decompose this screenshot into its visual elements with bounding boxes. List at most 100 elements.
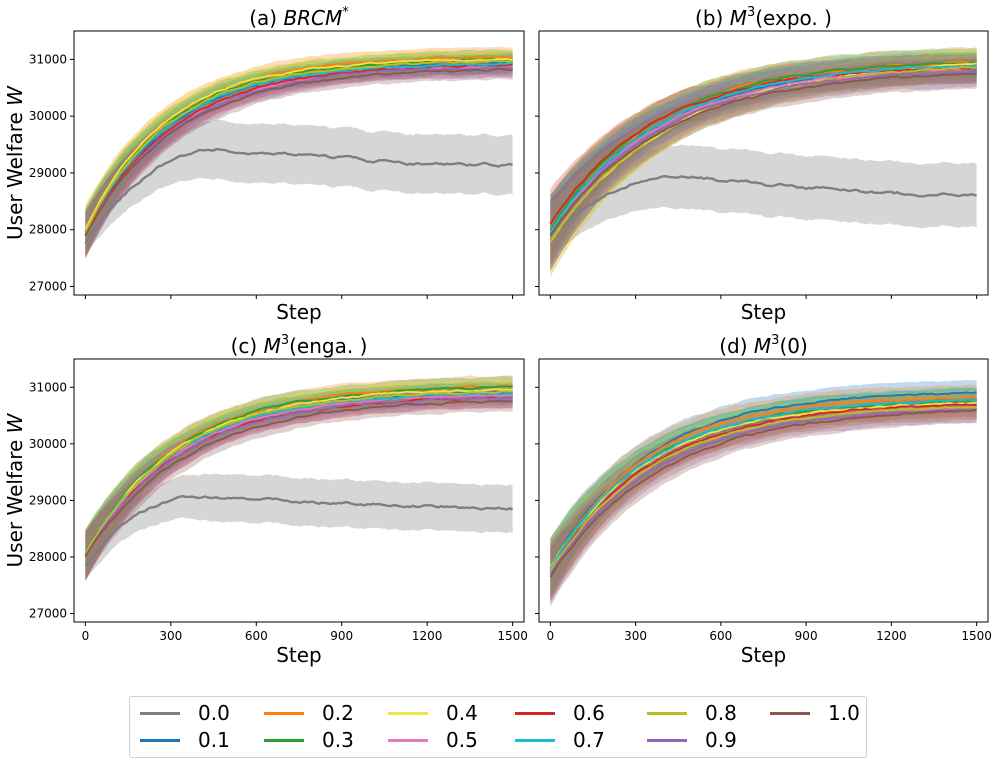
legend-label: 0.4 <box>446 701 478 725</box>
x-axis-label: Step <box>276 300 322 324</box>
legend-label: 0.8 <box>705 701 737 725</box>
y-axis-label: User Welfare W <box>3 85 27 240</box>
legend-item-0.2: 0.2 <box>264 700 354 726</box>
y-tick-label: 29000 <box>29 493 67 507</box>
legend-label: 0.9 <box>705 728 737 752</box>
band-0.9 <box>550 397 977 605</box>
legend-item-0.3: 0.3 <box>264 727 354 753</box>
legend-item-0.0: 0.0 <box>140 700 230 726</box>
band-0.8 <box>85 380 513 579</box>
legend-swatch <box>515 738 555 742</box>
legend-item-0.7: 0.7 <box>515 727 605 753</box>
y-tick-label: 29000 <box>29 166 67 180</box>
y-axis-label: User Welfare W <box>3 412 27 567</box>
band-0.6 <box>85 54 513 259</box>
band-0.5 <box>85 384 513 582</box>
legend-swatch <box>647 711 687 715</box>
band-0.9 <box>550 57 977 271</box>
series-line-0.7 <box>549 64 977 234</box>
series-line-1.0 <box>84 67 513 237</box>
legend-label: 0.5 <box>446 728 478 752</box>
x-tick-label: 300 <box>159 629 182 643</box>
legend-swatch <box>388 711 428 715</box>
series-line-0.6 <box>549 403 977 573</box>
panel-title: (b) M3(expo. ) <box>695 5 832 30</box>
y-tick-label: 31000 <box>29 52 67 66</box>
band-0.2 <box>85 46 513 254</box>
legend-item-1.0: 1.0 <box>770 700 860 726</box>
x-tick-label: 900 <box>795 629 818 643</box>
series-line-0.4 <box>84 388 513 555</box>
legend-item-0.4: 0.4 <box>388 700 478 726</box>
series-line-0.7 <box>84 61 513 233</box>
y-tick-label: 30000 <box>29 109 67 123</box>
legend-swatch <box>770 711 810 715</box>
band-0.0 <box>550 144 977 260</box>
band-0.0 <box>85 473 513 579</box>
band-1.0 <box>550 397 977 607</box>
band-0.3 <box>85 376 513 579</box>
series-line-1.0 <box>84 400 513 557</box>
legend-label: 0.2 <box>322 701 354 725</box>
axes-frame <box>73 30 525 296</box>
legend-label: 1.0 <box>828 701 860 725</box>
panel-1: Step (b) M3(expo. ) <box>535 5 989 324</box>
x-axis-label: Step <box>276 643 322 667</box>
band-1.0 <box>85 390 513 581</box>
band-1.0 <box>550 58 977 271</box>
series-line-0.0 <box>84 494 514 567</box>
axes-frame <box>73 358 525 623</box>
panel-title: (d) M3(0) <box>719 333 808 358</box>
band-0.5 <box>550 393 977 601</box>
x-axis-label: Step <box>741 300 787 324</box>
plot-area <box>84 375 514 582</box>
x-tick-label: 600 <box>245 629 268 643</box>
legend-swatch <box>140 738 180 742</box>
x-tick-label: 0 <box>547 629 555 643</box>
plot-area <box>549 46 978 277</box>
y-tick-label: 31000 <box>29 380 67 394</box>
series-line-0.8 <box>84 390 513 555</box>
legend-label: 0.3 <box>322 728 354 752</box>
band-0.2 <box>550 384 977 598</box>
legend-swatch <box>264 711 304 715</box>
axes-frame <box>538 358 989 623</box>
axes-frame <box>538 30 989 296</box>
legend-item-0.5: 0.5 <box>388 727 478 753</box>
series-line-1.0 <box>549 72 977 236</box>
x-tick-label: 300 <box>624 629 647 643</box>
x-tick-label: 1200 <box>412 629 443 643</box>
panel-3: 0 300 600 900 1200 1500 Step (d) M3(0) <box>535 333 992 667</box>
legend-label: 0.1 <box>198 728 230 752</box>
series-line-0.0 <box>84 147 514 245</box>
band-0.4 <box>85 49 513 253</box>
band-0.6 <box>550 53 977 260</box>
legend-item-0.8: 0.8 <box>647 700 737 726</box>
series-line-0.9 <box>84 397 513 558</box>
x-tick-label: 1500 <box>497 629 528 643</box>
plot-area <box>549 379 977 607</box>
series-line-0.9 <box>549 70 977 236</box>
band-0.2 <box>85 375 513 579</box>
x-tick-label: 1200 <box>876 629 907 643</box>
series-line-0.5 <box>84 394 513 558</box>
band-0.4 <box>550 390 977 598</box>
series-line-0.7 <box>549 398 977 570</box>
series-line-0.3 <box>84 385 513 555</box>
x-tick-label: 900 <box>330 629 353 643</box>
x-axis-label: Step <box>741 643 787 667</box>
x-tick-label: 1500 <box>961 629 992 643</box>
panel-title: (a) BRCM* <box>249 5 349 30</box>
legend-label: 0.6 <box>573 701 605 725</box>
series-line-0.6 <box>549 67 977 225</box>
x-tick-label: 0 <box>82 629 90 643</box>
y-tick-label: 28000 <box>29 550 67 564</box>
band-0.3 <box>550 47 977 266</box>
series-line-0.9 <box>84 66 513 237</box>
y-tick-label: 28000 <box>29 223 67 237</box>
series-line-1.0 <box>549 408 977 578</box>
band-0.8 <box>550 394 977 602</box>
legend-item-0.9: 0.9 <box>647 727 737 753</box>
x-tick-label: 600 <box>709 629 732 643</box>
